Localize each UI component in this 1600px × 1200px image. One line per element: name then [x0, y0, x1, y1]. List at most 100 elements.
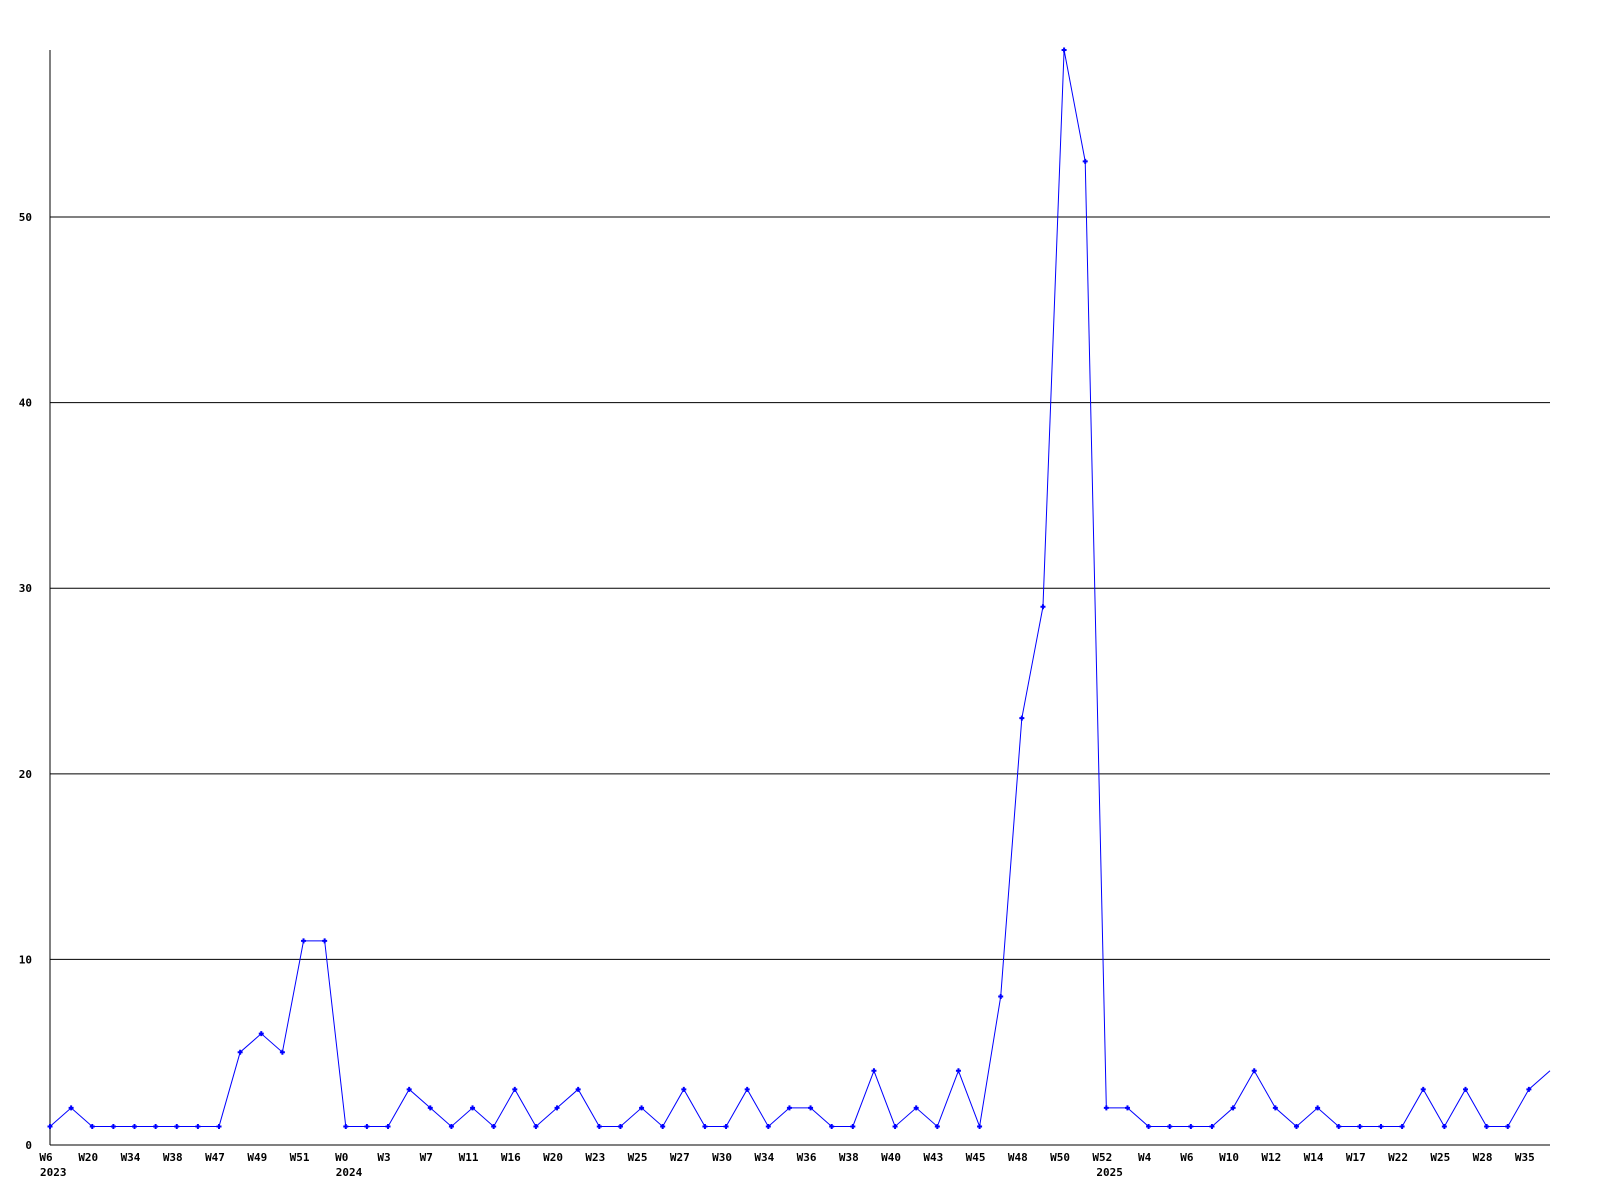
x-tick-label: W52	[1092, 1151, 1112, 1164]
data-point	[385, 1123, 391, 1129]
data-point	[153, 1123, 159, 1129]
data-point	[216, 1123, 222, 1129]
data-point	[660, 1123, 666, 1129]
data-point	[427, 1105, 433, 1111]
data-point	[1378, 1123, 1384, 1129]
data-point	[1040, 604, 1046, 610]
data-point	[702, 1123, 708, 1129]
data-point	[47, 1123, 53, 1129]
data-point	[596, 1123, 602, 1129]
data-point	[1019, 715, 1025, 721]
series-line	[49, 49, 1551, 1129]
x-tick-label: W45	[966, 1151, 986, 1164]
data-point	[1336, 1123, 1342, 1129]
x-tick-label: W49	[247, 1151, 267, 1164]
data-point	[639, 1105, 645, 1111]
x-tick-label: W34	[121, 1151, 141, 1164]
x-tick-label: W48	[1008, 1151, 1028, 1164]
x-tick-label: W23	[585, 1151, 605, 1164]
y-tick-label: 30	[19, 582, 32, 595]
x-tick-label: W16	[501, 1151, 521, 1164]
data-point	[237, 1049, 243, 1055]
data-point	[1462, 1086, 1468, 1092]
x-tick-label: W6	[39, 1151, 53, 1164]
data-point	[301, 938, 307, 944]
y-axis-ticks: 0 10 20 30 40 50	[19, 211, 32, 1152]
x-tick-label: W47	[205, 1151, 225, 1164]
x-tick-label: W36	[797, 1151, 817, 1164]
y-tick-label: 10	[19, 953, 32, 966]
data-point	[998, 994, 1004, 1000]
data-point	[1293, 1123, 1299, 1129]
data-point	[448, 1123, 454, 1129]
data-point	[934, 1123, 940, 1129]
x-tick-label: W11	[459, 1151, 479, 1164]
data-point	[1357, 1123, 1363, 1129]
data-point	[955, 1068, 961, 1074]
data-point	[892, 1123, 898, 1129]
y-tick-label: 40	[19, 397, 32, 410]
data-point	[1526, 1086, 1532, 1092]
x-tick-label: W25	[1430, 1151, 1450, 1164]
x-tick-label: W0	[335, 1151, 348, 1164]
x-tick-label: W20	[543, 1151, 563, 1164]
x-tick-label: W20	[78, 1151, 98, 1164]
data-point	[322, 938, 328, 944]
y-tick-label: 0	[25, 1139, 32, 1152]
data-point	[491, 1123, 497, 1129]
data-point	[1230, 1105, 1236, 1111]
data-point	[744, 1086, 750, 1092]
x-tick-label: W4	[1138, 1151, 1152, 1164]
x-tick-label: W25	[628, 1151, 648, 1164]
x-tick-label: W3	[377, 1151, 390, 1164]
x-axis-ticks: W6 W20 W34 W38 W47 W49 W51 W0 W3 W7 W11 W16 W20 W23 W2…	[39, 1151, 1534, 1179]
data-point	[1103, 1105, 1109, 1111]
data-point	[110, 1123, 116, 1129]
x-tick-label: W27	[670, 1151, 690, 1164]
x-tick-label: W51	[290, 1151, 310, 1164]
x-tick-label: W35	[1515, 1151, 1535, 1164]
data-point	[681, 1086, 687, 1092]
data-point	[1420, 1086, 1426, 1092]
data-point	[871, 1068, 877, 1074]
series-markers	[47, 47, 1532, 1129]
data-point	[1082, 158, 1088, 164]
data-point	[617, 1123, 623, 1129]
x-tick-label: W50	[1050, 1151, 1070, 1164]
year-label: 2023	[40, 1166, 67, 1179]
x-tick-label: W28	[1473, 1151, 1493, 1164]
data-point	[808, 1105, 814, 1111]
data-point	[195, 1123, 201, 1129]
data-point	[279, 1049, 285, 1055]
x-tick-label: W6	[1180, 1151, 1194, 1164]
x-tick-label: W30	[712, 1151, 732, 1164]
data-point	[68, 1105, 74, 1111]
data-point	[174, 1123, 180, 1129]
data-point	[533, 1123, 539, 1129]
data-point	[132, 1123, 138, 1129]
data-point	[554, 1105, 560, 1111]
data-point	[1484, 1123, 1490, 1129]
data-point	[1251, 1068, 1257, 1074]
data-point	[470, 1105, 476, 1111]
x-tick-label: W17	[1346, 1151, 1366, 1164]
data-point	[343, 1123, 349, 1129]
data-point	[765, 1123, 771, 1129]
gridlines	[50, 216, 1550, 960]
data-point	[1272, 1105, 1278, 1111]
data-point	[1146, 1123, 1152, 1129]
x-tick-label: W40	[881, 1151, 901, 1164]
data-point	[786, 1105, 792, 1111]
data-point	[1124, 1105, 1130, 1111]
data-point	[1505, 1123, 1511, 1129]
data-point	[512, 1086, 518, 1092]
x-tick-label: W38	[163, 1151, 183, 1164]
data-point	[1188, 1123, 1194, 1129]
y-tick-label: 50	[19, 211, 32, 224]
data-point	[977, 1123, 983, 1129]
data-point	[1399, 1123, 1405, 1129]
data-point	[89, 1123, 95, 1129]
x-tick-label: W38	[839, 1151, 859, 1164]
data-point	[913, 1105, 919, 1111]
